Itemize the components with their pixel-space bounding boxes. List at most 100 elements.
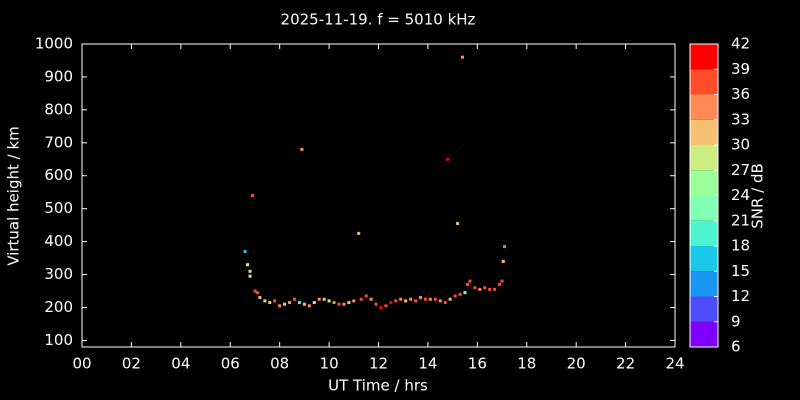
x-tick-label: 14 (418, 355, 437, 373)
data-point (369, 297, 373, 301)
y-axis-label: Virtual height / km (5, 126, 23, 265)
data-point (483, 286, 487, 290)
colorbar-tick-label: 21 (731, 211, 750, 229)
data-point (446, 157, 450, 161)
y-tick-label: 800 (44, 100, 73, 118)
y-tick-label: 500 (44, 199, 73, 217)
colorbar-segment (690, 44, 718, 70)
data-point (488, 287, 492, 291)
x-tick-label: 10 (320, 355, 339, 373)
y-tick-label: 400 (44, 232, 73, 250)
colorbar-tick-label: 18 (731, 237, 750, 255)
y-tick-label: 100 (44, 331, 73, 349)
colorbar-tick-label: 30 (731, 136, 750, 154)
colorbar-segment (690, 296, 718, 322)
x-tick-label: 02 (122, 355, 141, 373)
colorbar-segment (690, 69, 718, 95)
plot-frame (81, 43, 676, 348)
colorbar-tick-label: 27 (731, 161, 750, 179)
colorbar-segment (690, 170, 718, 196)
data-point (283, 302, 287, 306)
data-point (456, 221, 460, 225)
x-tick-label: 18 (517, 355, 536, 373)
data-point (433, 297, 437, 301)
data-point (453, 294, 457, 298)
y-tick-label: 300 (44, 265, 73, 283)
data-point (458, 292, 462, 296)
data-point (255, 291, 259, 295)
data-point (419, 296, 423, 300)
y-tick-label: 1000 (35, 35, 73, 53)
colorbar-tick-label: 12 (731, 287, 750, 305)
data-point (342, 302, 346, 306)
colorbar-segment (690, 94, 718, 120)
data-point (268, 301, 272, 305)
y-tick-label: 900 (44, 67, 73, 85)
y-tick-label: 700 (44, 133, 73, 151)
data-point (297, 301, 301, 305)
colorbar-segment (690, 246, 718, 272)
data-point (478, 287, 482, 291)
data-point (359, 297, 363, 301)
data-point (501, 259, 505, 263)
data-point (317, 297, 321, 301)
data-point (500, 279, 504, 283)
data-point (389, 301, 393, 305)
data-point (246, 263, 250, 267)
data-point (404, 299, 408, 303)
data-point (473, 286, 477, 290)
data-point (428, 297, 432, 301)
x-tick-label: 22 (616, 355, 635, 373)
colorbar-tick-label: 24 (731, 186, 750, 204)
data-point (327, 299, 331, 303)
x-tick-label: 00 (72, 355, 91, 373)
data-point (463, 291, 467, 295)
colorbar-tick-label: 39 (731, 60, 750, 78)
x-tick-label: 24 (665, 355, 684, 373)
data-point (307, 304, 311, 308)
data-point (292, 297, 296, 301)
x-tick-label: 12 (369, 355, 388, 373)
data-point (302, 302, 306, 306)
colorbar-tick-label: 36 (731, 85, 750, 103)
data-point (347, 301, 351, 305)
data-point (288, 301, 292, 305)
data-point (352, 299, 356, 303)
data-point (448, 297, 452, 301)
data-point (423, 297, 427, 301)
colorbar-segment (690, 145, 718, 171)
data-point (337, 302, 341, 306)
x-tick-label: 16 (468, 355, 487, 373)
data-point (414, 299, 418, 303)
colorbar-segment (690, 321, 718, 347)
data-point (248, 269, 252, 273)
data-point (465, 282, 469, 286)
data-point (384, 304, 388, 308)
colorbar-segment (690, 220, 718, 246)
chart-title: 2025-11-19. f = 5010 kHz (281, 11, 476, 29)
x-tick-label: 20 (567, 355, 586, 373)
data-point (374, 302, 378, 306)
colorbar-tick-label: 15 (731, 262, 750, 280)
colorbar-tick-label: 33 (731, 110, 750, 128)
y-tick-label: 200 (44, 298, 73, 316)
x-axis-label: UT Time / hrs (328, 377, 428, 395)
data-point (468, 279, 472, 283)
colorbar-segment (690, 271, 718, 297)
data-point (258, 296, 262, 300)
data-point (409, 297, 413, 301)
data-point (312, 301, 316, 305)
colorbar-segment (690, 119, 718, 145)
data-point (498, 282, 502, 286)
data-point (493, 287, 497, 291)
data-point (250, 194, 254, 197)
data-point (322, 297, 326, 301)
data-point (273, 299, 277, 303)
x-tick-label: 04 (171, 355, 190, 373)
data-point (399, 297, 403, 301)
data-point (461, 55, 465, 59)
data-point (438, 299, 442, 303)
data-point (278, 304, 282, 308)
colorbar-tick-label: 6 (731, 338, 741, 356)
